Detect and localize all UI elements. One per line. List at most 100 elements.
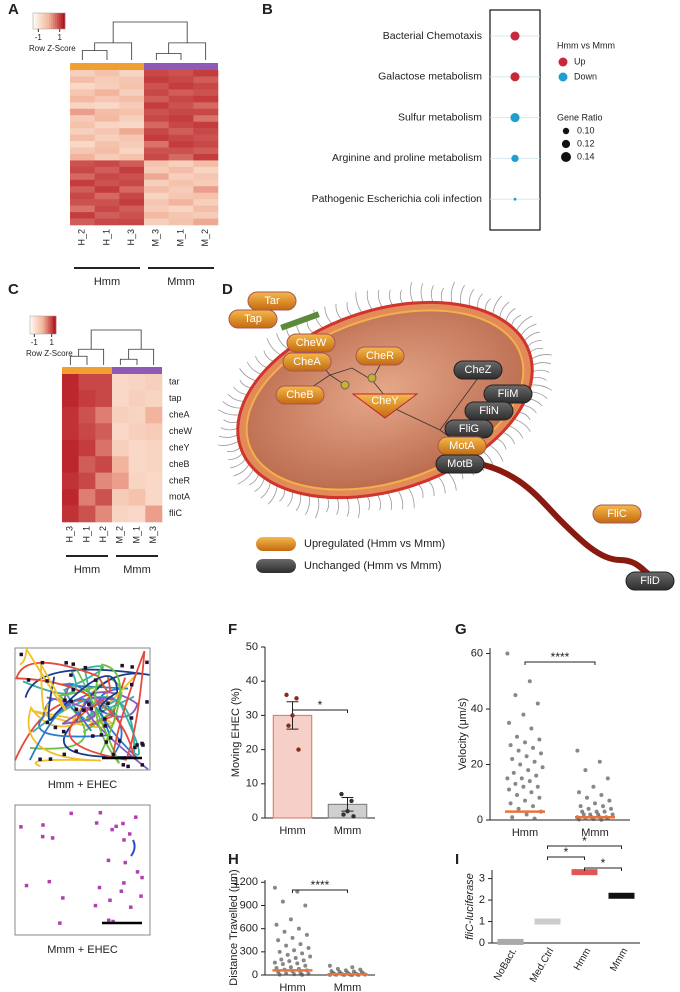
heatmap-cell: [145, 374, 163, 391]
data-point: [288, 917, 293, 922]
pilus: [510, 314, 522, 327]
colorbar-step: [46, 316, 49, 334]
bacterium: [114, 824, 118, 829]
y-tick-label: 600: [240, 923, 258, 935]
data-point: [597, 759, 602, 764]
colorbar-step: [55, 13, 58, 29]
bacterium: [87, 702, 91, 707]
heatmap-cell: [70, 153, 95, 161]
data-point: [518, 762, 523, 767]
column-label: M_2: [200, 229, 210, 247]
bacterium: [91, 734, 95, 738]
pilus: [313, 309, 324, 329]
protein-label: CheB: [286, 389, 314, 401]
heatmap-cell: [78, 472, 96, 490]
colorbar-step: [41, 316, 44, 334]
pilus: [389, 289, 394, 306]
y-tick-label: 0: [479, 937, 485, 949]
y-axis-label: Velocity (μm/s): [457, 698, 469, 770]
column-label: H_2: [77, 229, 87, 246]
bacterium: [129, 905, 133, 909]
heatmap-cell: [193, 199, 219, 206]
heatmap-cell: [193, 95, 219, 103]
colorbar-frame: [29, 315, 57, 335]
bacterium: [69, 699, 73, 703]
pilus: [356, 496, 360, 519]
category-label: Sulfur metabolism: [398, 111, 482, 123]
heatmap-cell: [95, 439, 113, 457]
heatmap-cell: [94, 212, 120, 219]
track: [15, 661, 136, 759]
bacterium: [58, 921, 62, 925]
bacterium: [69, 673, 73, 677]
y-tick-label: 40: [471, 703, 483, 715]
image-caption: Hmm + EHEC: [48, 779, 117, 791]
group-label: Hmm: [94, 276, 120, 288]
data-point: [531, 804, 535, 809]
bacterium: [140, 763, 145, 767]
data-point: [272, 885, 277, 890]
heatmap-cell: [94, 147, 120, 155]
bacterium: [93, 678, 98, 682]
significance-label: *: [582, 834, 587, 848]
heatmap-cell: [70, 179, 95, 187]
significance-bracket: [292, 889, 348, 893]
plot-frame: [489, 9, 541, 231]
bacterium: [135, 870, 140, 874]
bacterium: [140, 875, 144, 880]
heatmap-cell: [144, 121, 169, 129]
data-point: [527, 679, 532, 684]
heatmap-cell: [95, 472, 113, 490]
pilus: [529, 347, 543, 354]
colorbar-step: [45, 13, 48, 29]
heatmap-cell: [144, 108, 169, 116]
heatmap-cell: [193, 115, 219, 122]
heatmap-cell: [70, 205, 95, 213]
pilus: [518, 411, 531, 421]
heatmap-cell: [112, 456, 129, 473]
heatmap-cell: [128, 374, 146, 391]
x-tick-label: Hmm: [572, 946, 593, 972]
bacterium: [97, 885, 102, 890]
data-point: [274, 922, 279, 927]
bacterium: [140, 741, 144, 746]
heatmap-cell: [78, 390, 96, 408]
heatmap-cell: [95, 390, 113, 408]
data-point: [610, 812, 615, 817]
data-point: [524, 812, 529, 817]
y-tick-label: 60: [471, 647, 483, 659]
heatmap-cell: [70, 192, 95, 200]
heatmap-cell: [94, 199, 120, 206]
heatmap-cell: [193, 205, 219, 213]
column-label: M_3: [151, 229, 161, 247]
column-label: H_3: [126, 229, 136, 246]
data-point: [286, 723, 291, 728]
pilus: [314, 496, 320, 519]
legend-label: Unchanged (Hmm vs Mmm): [304, 560, 442, 572]
pilus: [267, 485, 278, 505]
bacterium: [117, 739, 122, 743]
y-tick-label: 900: [240, 899, 258, 911]
heatmap-cell: [168, 141, 194, 148]
pilus: [325, 497, 330, 513]
colorbar-step: [33, 13, 36, 29]
column-label: M_1: [175, 229, 185, 247]
heatmap-cell: [144, 115, 169, 122]
bacterium: [83, 665, 88, 670]
protein-label: FliC: [607, 508, 627, 520]
colorbar-step: [54, 316, 57, 334]
x-tick-label: NoBact.: [492, 946, 519, 982]
heatmap-cell: [128, 406, 146, 424]
y-tick-label: 20: [246, 744, 258, 756]
bacterium: [40, 834, 45, 839]
pilus: [531, 362, 552, 366]
heatmap-cell: [70, 95, 95, 103]
heatmap-cell: [62, 390, 79, 408]
pilus: [495, 438, 507, 450]
pilus: [376, 494, 381, 511]
pilus: [276, 333, 289, 350]
bacterium: [120, 663, 124, 668]
heatmap-cell: [119, 102, 145, 110]
group-bar: [144, 63, 218, 70]
heatmap-cell: [94, 89, 120, 97]
